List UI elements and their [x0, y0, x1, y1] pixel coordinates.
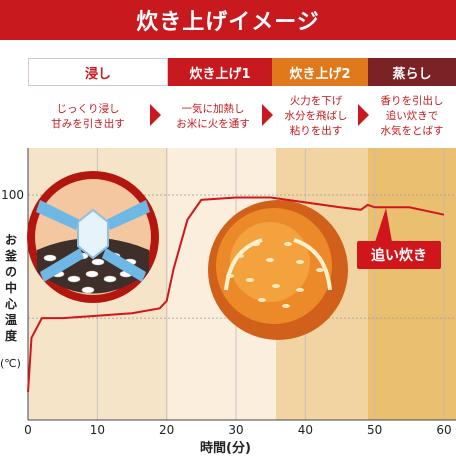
- arrow-icon: [150, 104, 161, 126]
- phase-cook-1: 炊き上げ1: [168, 58, 272, 86]
- phase-cook-2-desc: 火力を下げ 水分を飛ばし 粘りを出す: [276, 94, 356, 139]
- reheat-badge: 追い炊き: [357, 241, 441, 269]
- phase-soak-desc: じっくり浸し 甘みを引き出す: [28, 102, 148, 132]
- series-line: [27, 196, 445, 393]
- desc-line: お米に火を通す: [176, 118, 250, 130]
- arrow-icon: [262, 104, 273, 126]
- pot-illustration: [27, 171, 159, 303]
- x-tick-label: 50: [367, 423, 382, 437]
- desc-line: 水分を飛ばし: [284, 110, 348, 122]
- badge-pointer: [375, 208, 392, 242]
- temperature-line: [27, 196, 445, 393]
- phase-steam-desc: 香りを引出し 追い炊きで 水気をとばす: [372, 94, 452, 139]
- x-axis-label: 時間(分): [200, 441, 251, 456]
- desc-line: じっくり浸し: [56, 103, 120, 115]
- x-tick-label: 60: [436, 423, 451, 437]
- desc-line: 火力を下げ: [289, 95, 343, 107]
- rice-bubble-illustration: [208, 200, 348, 340]
- desc-line: 水気をとばす: [380, 125, 444, 137]
- y-axis-label: お釜の中心温度: [4, 233, 17, 343]
- axes: 0 10 20 30 40 50 60 100: [1, 148, 456, 437]
- desc-line: 粘りを出す: [289, 125, 343, 137]
- x-tick-label: 20: [159, 423, 174, 437]
- x-tick-label: 30: [228, 423, 243, 437]
- page-title: 炊き上げイメージ: [0, 0, 456, 40]
- desc-line: 甘みを引き出す: [51, 118, 125, 130]
- phase-steam: 蒸らし: [368, 58, 456, 86]
- bg-steam: [368, 148, 456, 420]
- x-tick-label: 40: [298, 423, 313, 437]
- phase-cook-1-desc: 一気に加熱し お米に火を通す: [168, 102, 258, 132]
- x-tick-label: 10: [90, 423, 105, 437]
- x-tick-label: 0: [24, 423, 32, 437]
- desc-line: 追い炊きで: [385, 110, 439, 122]
- desc-line: 香りを引出し: [380, 95, 444, 107]
- arrow-icon: [358, 104, 369, 126]
- phase-soak: 浸し: [28, 58, 168, 86]
- y-axis-unit: (℃): [0, 357, 21, 370]
- desc-line: 一気に加熱し: [181, 103, 245, 115]
- y-tick-label: 100: [1, 188, 24, 202]
- phase-cook-2: 炊き上げ2: [272, 58, 368, 86]
